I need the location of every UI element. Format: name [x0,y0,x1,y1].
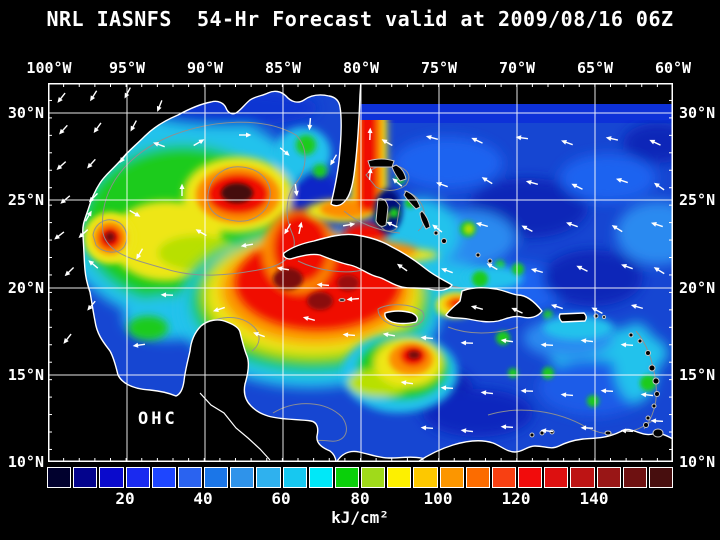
lon-tick-label: 60°W [654,59,692,77]
colorbar-swatch [491,467,517,488]
lat-tick-label-right: 10°N [679,453,716,471]
colorbar-swatch [413,467,438,488]
colorbar-swatch [361,467,386,488]
lon-tick-label: 80°W [342,59,380,77]
colorbar-swatch [125,467,150,488]
colorbar [47,467,674,488]
colorbar-swatch [73,467,98,488]
lat-tick-label-left: 25°N [7,191,44,209]
lat-tick-label-left: 20°N [7,279,44,297]
colorbar-swatch [177,467,203,488]
lon-tick-label: 100°W [26,59,72,77]
colorbar-swatch [544,467,569,488]
north-central-america-land [48,83,362,462]
lon-tick-label: 85°W [264,59,302,77]
colorbar-tick-label: 100 [423,489,453,508]
colorbar-swatch [334,467,360,488]
lon-tick-label: 70°W [498,59,536,77]
lon-tick-label: 65°W [576,59,614,77]
colorbar-swatch [622,467,647,488]
lon-tick-label: 75°W [420,59,458,77]
plot-border [48,83,673,462]
gridlines [48,83,673,462]
map-svg [48,83,673,462]
colorbar-swatch [256,467,281,488]
colorbar-swatch [47,467,72,488]
colorbar-swatch [465,467,490,488]
colorbar-tick-label: 140 [579,489,609,508]
lon-tick-label: 90°W [186,59,224,77]
colorbar-swatch [518,467,543,488]
figure-title: NRL IASNFS 54-Hr Forecast valid at 2009/… [46,7,674,31]
longitude-axis: 100°W 95°W 90°W 85°W 80°W 75°W 70°W 65°W 60°W [0,59,720,77]
colorbar-tick-label: 80 [350,489,370,508]
lon-tick-label: 95°W [108,59,146,77]
colorbar-swatch [570,467,595,488]
lat-tick-label-right: 20°N [679,279,716,297]
lat-tick-label-left: 30°N [7,104,44,122]
puerto-rico-land [558,312,587,323]
colorbar-tick-label: 60 [271,489,291,508]
lat-tick-label-right: 15°N [679,366,716,384]
colorbar-tick-label: 40 [193,489,213,508]
small-islands [338,158,664,438]
lat-tick-label-right: 25°N [679,191,716,209]
colorbar-swatch [99,467,124,488]
colorbar-swatch [596,467,621,488]
colorbar-swatch [387,467,412,488]
colorbar-unit-label: kJ/cm² [331,508,389,527]
pacific-coastline [199,392,271,461]
jamaica-land [384,310,419,325]
colorbar-swatch [230,467,255,488]
colorbar-swatch [151,467,176,488]
colorbar-tick-label: 120 [501,489,531,508]
colorbar-swatch [648,467,674,488]
south-america-land [416,428,673,462]
land-mask [48,83,673,462]
colorbar-swatch [204,467,229,488]
colorbar-swatch [439,467,464,488]
colorbar-swatch [308,467,333,488]
colorbar-tick-label: 20 [115,489,135,508]
lat-tick-label-left: 15°N [7,366,44,384]
ohc-map-label: OHC [138,409,178,429]
cuba-land [282,233,453,291]
hispaniola-land [445,286,543,323]
lat-tick-label-right: 30°N [679,104,716,122]
colorbar-swatch [282,467,307,488]
map-plot-area: OHC [48,83,673,462]
lat-tick-label-left: 10°N [7,453,44,471]
